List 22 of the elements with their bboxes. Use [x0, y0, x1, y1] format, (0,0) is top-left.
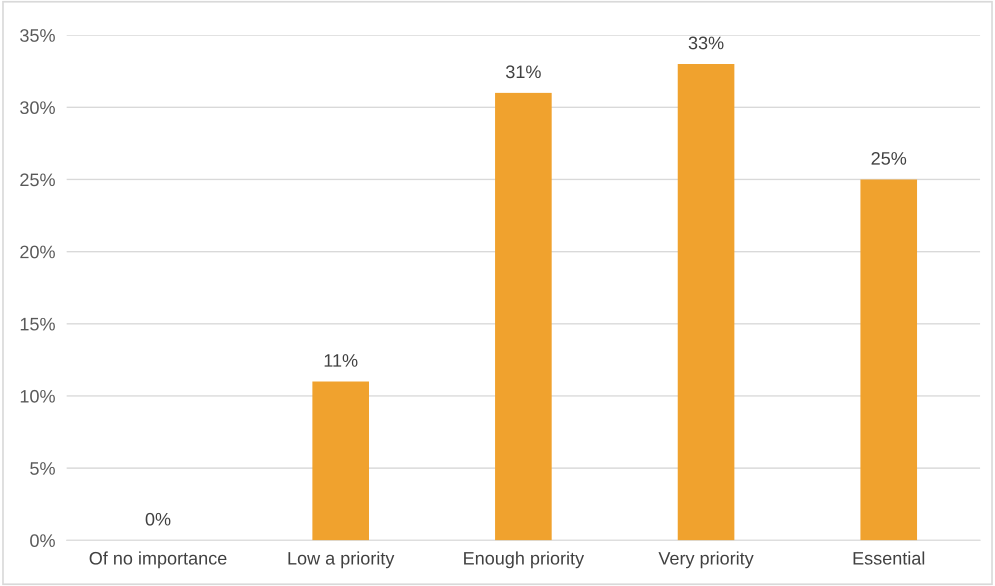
y-tick-label: 30%	[20, 101, 55, 114]
x-tick-label: Low a priority	[288, 551, 394, 568]
data-label: 25%	[872, 152, 906, 165]
x-tick-label: Of no importance	[90, 551, 226, 568]
bar	[495, 92, 552, 540]
x-tick-label: Enough priority	[464, 551, 584, 568]
data-label: 11%	[324, 354, 358, 367]
bar	[860, 179, 918, 540]
y-tick-label: 5%	[30, 462, 55, 475]
data-label: 31%	[506, 65, 541, 78]
y-tick-label: 0%	[30, 534, 55, 548]
bar	[678, 64, 734, 540]
y-tick-label: 20%	[20, 246, 55, 258]
y-tick-label: 15%	[20, 318, 55, 331]
bar	[312, 382, 370, 540]
data-label: 0%	[146, 512, 170, 526]
y-tick-label: 25%	[20, 173, 55, 186]
x-tick-label: Very priority	[658, 551, 754, 568]
y-tick-label: 35%	[20, 29, 55, 42]
x-tick-label: Essential	[854, 551, 924, 565]
data-label: 33%	[688, 36, 724, 50]
y-tick-label: 10%	[20, 390, 55, 403]
